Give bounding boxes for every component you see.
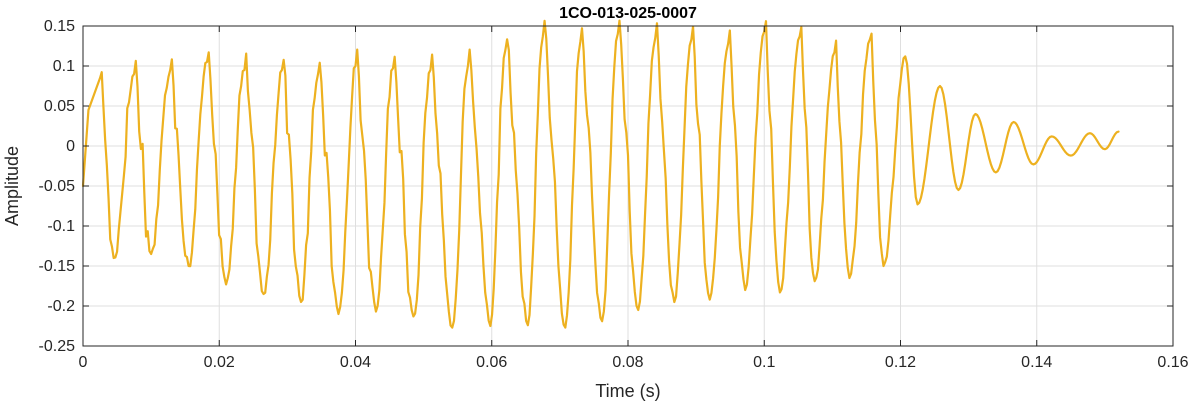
chart-title: 1CO-013-025-0007 (559, 5, 697, 22)
y-tick-label: 0.15 (44, 18, 75, 35)
tick-labels: 0 0.02 0.04 0.06 0.08 0.1 0.12 0.14 0.16 -0.25 -0.… (39, 18, 1189, 371)
axis-ticks (82, 25, 1174, 347)
y-tick-label: -0.25 (39, 338, 76, 355)
y-tick-label: -0.1 (47, 218, 75, 235)
x-tick-label: 0.02 (204, 354, 235, 371)
amplitude-series-line (81, 19, 1120, 329)
y-tick-label: -0.2 (47, 298, 75, 315)
x-tick-label: 0.14 (1021, 354, 1052, 371)
y-tick-label: -0.05 (39, 178, 76, 195)
x-tick-label: 0.16 (1157, 354, 1188, 371)
x-tick-label: 0.1 (753, 354, 775, 371)
y-tick-label: 0 (66, 138, 75, 155)
grid-lines (82, 25, 1174, 347)
y-tick-label: 0.05 (44, 98, 75, 115)
x-tick-label: 0.12 (885, 354, 916, 371)
y-tick-label: 0.1 (53, 58, 75, 75)
x-tick-label: 0.04 (340, 354, 371, 371)
x-tick-label: 0.08 (612, 354, 643, 371)
y-tick-label: -0.15 (39, 258, 76, 275)
x-tick-label: 0.06 (476, 354, 507, 371)
y-axis-label: Amplitude (2, 146, 22, 226)
x-tick-label: 0 (79, 354, 88, 371)
x-axis-label: Time (s) (595, 381, 660, 401)
